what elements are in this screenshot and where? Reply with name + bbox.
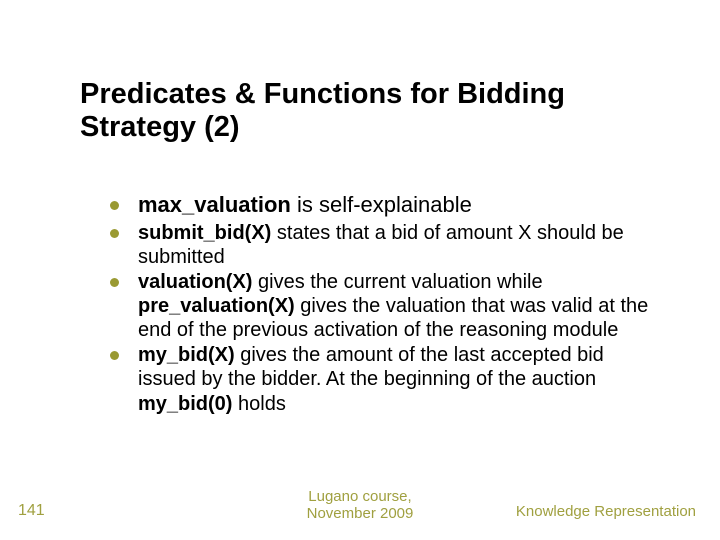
- term: pre_valuation(X): [138, 295, 295, 317]
- list-item: max_valuation is self-explainable: [108, 192, 658, 219]
- title-block: Predicates & Functions for Bidding Strat…: [80, 78, 660, 145]
- list-item: submit_bid(X) states that a bid of amoun…: [108, 221, 658, 270]
- footer-center-line2: November 2009: [307, 505, 414, 522]
- body-block: max_valuation is self-explainable submit…: [108, 192, 658, 416]
- term: my_bid(0): [138, 393, 232, 415]
- text: holds: [232, 393, 285, 415]
- term: my_bid(X): [138, 344, 235, 366]
- list-item: valuation(X) gives the current valuation…: [108, 270, 658, 343]
- text: gives the current valuation while: [252, 271, 542, 293]
- term: submit_bid(X): [138, 222, 271, 244]
- text: is self-explainable: [291, 192, 472, 217]
- slide: Predicates & Functions for Bidding Strat…: [0, 0, 720, 540]
- footer-center-line1: Lugano course,: [308, 488, 411, 505]
- bullet-list: max_valuation is self-explainable submit…: [108, 192, 658, 416]
- list-item: my_bid(X) gives the amount of the last a…: [108, 343, 658, 416]
- footer-right: Knowledge Representation: [516, 503, 696, 520]
- slide-title: Predicates & Functions for Bidding Strat…: [80, 78, 660, 145]
- term: valuation(X): [138, 271, 252, 293]
- term: max_valuation: [138, 192, 291, 217]
